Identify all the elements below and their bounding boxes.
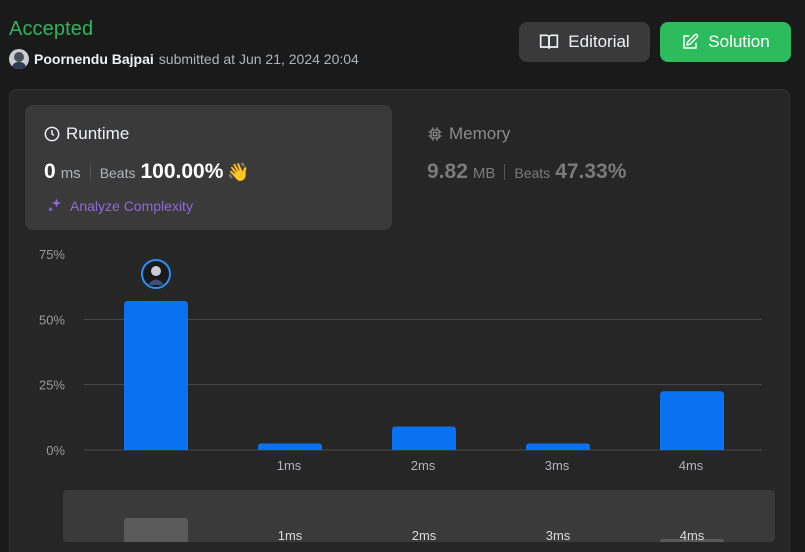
- y-tick-label: 0%: [46, 443, 65, 458]
- avatar-head-icon: [151, 266, 161, 277]
- user-avatar[interactable]: [9, 49, 29, 69]
- clock-icon: [44, 126, 60, 142]
- submitted-time: submitted at Jun 21, 2024 20:04: [158, 51, 359, 67]
- y-tick-label: 75%: [39, 247, 65, 262]
- submission-status: Accepted: [9, 18, 93, 41]
- bar[interactable]: [660, 391, 724, 450]
- chart-range-slider[interactable]: 1ms 2ms 3ms 4ms: [63, 490, 775, 542]
- divider: [504, 164, 506, 180]
- editorial-button[interactable]: Editorial: [519, 22, 650, 62]
- sparkle-icon: [47, 198, 61, 212]
- avatar-body-icon: [148, 279, 164, 286]
- runtime-title-label: Runtime: [66, 124, 130, 143]
- memory-title[interactable]: Memory: [427, 124, 510, 144]
- memory-beats-value: 47.33%: [555, 160, 627, 183]
- x-tick-label: 2ms: [411, 458, 436, 473]
- waving-hand-icon: 👋: [227, 162, 250, 182]
- mini-bar: [660, 538, 724, 542]
- bar[interactable]: [392, 426, 456, 450]
- solution-button[interactable]: Solution: [660, 22, 791, 62]
- runtime-card[interactable]: [25, 105, 392, 230]
- mini-axis-label: 4ms: [679, 528, 705, 542]
- mini-axis-label: 2ms: [411, 528, 437, 542]
- editorial-label: Editorial: [568, 32, 630, 51]
- book-icon: [540, 34, 559, 49]
- analyze-complexity-link[interactable]: Analyze Complexity: [46, 197, 193, 215]
- status-accepted: Accepted: [9, 18, 94, 40]
- mini-bar: [124, 517, 188, 542]
- solution-label: Solution: [708, 32, 770, 51]
- memory-value: 9.82: [427, 160, 468, 183]
- memory-title-label: Memory: [449, 124, 511, 143]
- runtime-beats-label: Beats: [99, 165, 136, 181]
- bar[interactable]: [258, 443, 322, 450]
- y-tick-label: 50%: [39, 312, 65, 327]
- x-tick-label: 1ms: [277, 458, 302, 473]
- divider: [89, 164, 91, 180]
- runtime-unit: ms: [60, 165, 81, 182]
- memory-beats-label: Beats: [514, 165, 551, 181]
- submission-meta: Poornendu Bajpai submitted at Jun 21, 20…: [9, 49, 359, 69]
- bar[interactable]: [526, 443, 590, 450]
- runtime-title: Runtime: [44, 124, 129, 144]
- runtime-metric: 0 ms Beats 100.00% 👋: [44, 160, 250, 184]
- analyze-label: Analyze Complexity: [70, 198, 193, 214]
- chip-icon: [428, 127, 442, 141]
- memory-unit: MB: [472, 165, 496, 182]
- edit-icon: [683, 33, 699, 49]
- username-link[interactable]: Poornendu Bajpai: [34, 51, 154, 67]
- bar[interactable]: [124, 301, 188, 450]
- runtime-beats-value: 100.00%: [140, 160, 224, 183]
- x-tick-label: 3ms: [545, 458, 570, 473]
- y-tick-label: 25%: [39, 378, 65, 393]
- mini-axis-label: 3ms: [545, 528, 571, 542]
- runtime-value: 0: [44, 160, 56, 183]
- mini-axis-label: 1ms: [277, 528, 303, 542]
- x-tick-label: 4ms: [679, 458, 704, 473]
- memory-metric: 9.82 MB Beats 47.33%: [427, 160, 626, 184]
